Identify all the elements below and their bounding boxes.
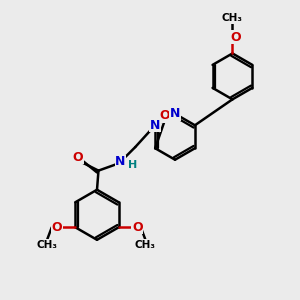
Text: N: N (116, 155, 126, 168)
Text: N: N (170, 107, 180, 120)
Text: N: N (150, 119, 160, 132)
Text: O: O (159, 109, 170, 122)
Text: O: O (132, 221, 142, 234)
Text: CH₃: CH₃ (37, 240, 58, 250)
Text: O: O (52, 221, 62, 234)
Text: O: O (73, 151, 83, 164)
Text: O: O (230, 31, 241, 44)
Text: H: H (128, 160, 137, 170)
Text: CH₃: CH₃ (222, 13, 243, 23)
Text: CH₃: CH₃ (135, 240, 156, 250)
